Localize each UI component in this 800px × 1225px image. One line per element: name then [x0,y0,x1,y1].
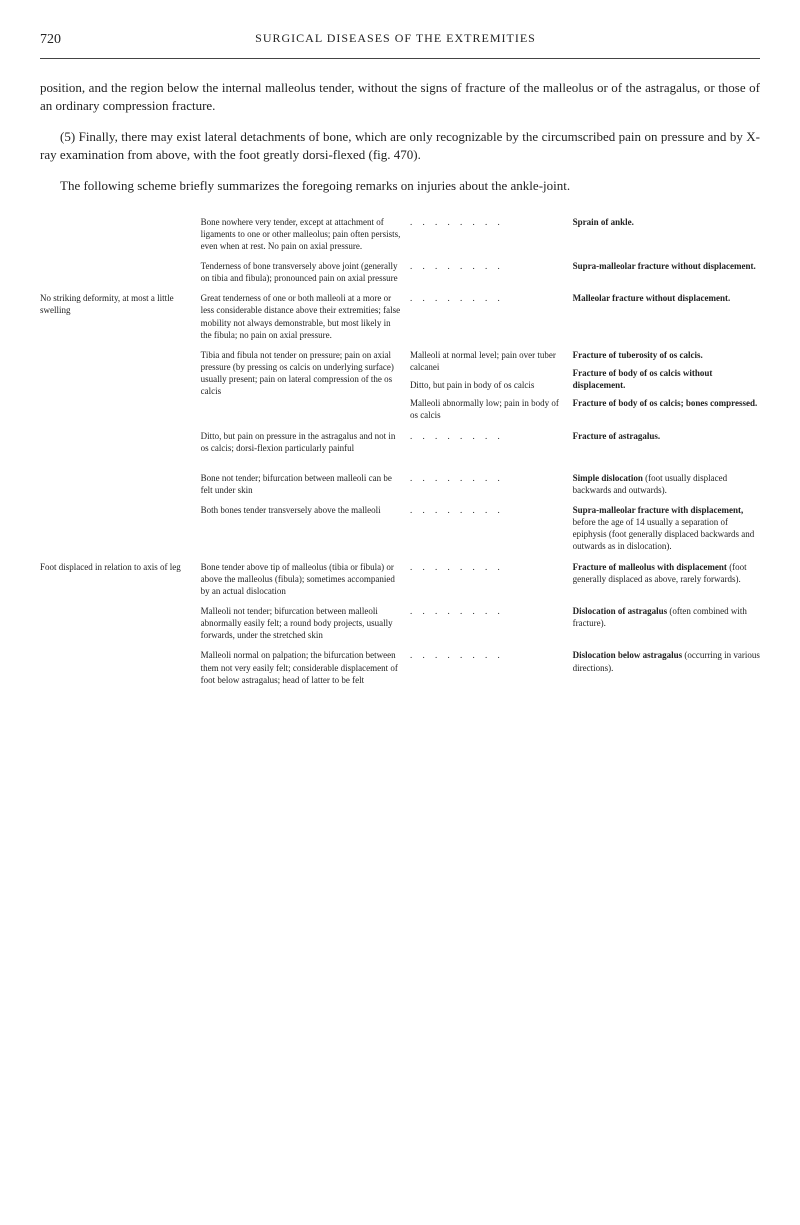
sub-item: Malleoli abnormally low; pain in body of… [410,397,563,421]
intro-p1: position, and the region below the inter… [40,79,760,115]
diagnosis-cell: Supra-malleolar fracture with displaceme… [567,504,760,553]
dots-cell: . . . . . . . . [406,561,567,573]
diagnosis-cell: Dislocation below astragalus (occurring … [567,649,760,673]
symptom-cell: Malleoli not tender; bifurcation between… [199,605,406,641]
symptom-cell: Ditto, but pain on pressure in the astra… [199,430,406,454]
symptom-cell: Great tenderness of one or both malleoli… [199,292,406,341]
table-row: No striking deformity, at most a little … [40,292,760,341]
page-header: 720 SURGICAL DISEASES OF THE EXTREMITIES [40,30,760,59]
sub-symptom-cell: Malleoli at normal level; pain over tube… [406,349,567,422]
table-row: Bone nowhere very tender, except at atta… [40,216,760,252]
intro-p3: The following scheme briefly summarizes … [40,177,760,195]
table-row: Tibia and fibula not tender on pressure;… [40,349,760,422]
symptom-cell: Tenderness of bone transversely above jo… [199,260,406,284]
intro-p2: (5) Finally, there may exist lateral det… [40,128,760,164]
page-number: 720 [40,30,61,50]
diagnosis-cell: Fracture of malleolus with displacement … [567,561,760,585]
symptom-cell: Bone nowhere very tender, except at atta… [199,216,406,252]
diagnosis-cell: Sprain of ankle. [567,216,760,228]
dots-cell: . . . . . . . . [406,216,567,228]
symptom-cell: Bone not tender; bifurcation between mal… [199,472,406,496]
diagnosis-cell: Fracture of tuberosity of os calcis. Fra… [567,349,760,410]
sub-diagnosis: Fracture of tuberosity of os calcis. [573,349,760,361]
sub-diagnosis: Fracture of body of os calcis; bones com… [573,397,760,409]
group-label-cell: Foot displaced in relation to axis of le… [40,561,199,573]
table-row: Bone not tender; bifurcation between mal… [40,472,760,496]
diagnosis-cell: Fracture of astragalus. [567,430,760,442]
dots-cell: . . . . . . . . [406,605,567,617]
sub-item: Ditto, but pain in body of os calcis [410,379,563,391]
dots-cell: . . . . . . . . [406,260,567,272]
scheme-table: Bone nowhere very tender, except at atta… [40,216,760,686]
sub-diagnosis: Fracture of body of os calcis without di… [573,367,760,391]
header-title: SURGICAL DISEASES OF THE EXTREMITIES [255,30,536,50]
diagnosis-cell: Malleolar fracture without displacement. [567,292,760,304]
diagnosis-cell: Supra-malleolar fracture without displac… [567,260,760,272]
dots-cell: . . . . . . . . [406,504,567,516]
sub-item: Malleoli at normal level; pain over tube… [410,349,563,373]
dots-cell: . . . . . . . . [406,430,567,442]
dots-cell: . . . . . . . . [406,292,567,304]
symptom-cell: Bone tender above tip of malleolus (tibi… [199,561,406,597]
symptom-cell: Malleoli normal on palpation; the bifurc… [199,649,406,685]
symptom-cell: Tibia and fibula not tender on pressure;… [199,349,406,398]
table-row: Both bones tender transversely above the… [40,504,760,553]
table-row: Ditto, but pain on pressure in the astra… [40,430,760,454]
symptom-cell: Both bones tender transversely above the… [199,504,406,516]
diagnosis-cell: Dislocation of astragalus (often combine… [567,605,760,629]
table-row: Malleoli not tender; bifurcation between… [40,605,760,641]
dots-cell: . . . . . . . . [406,649,567,661]
table-row: Malleoli normal on palpation; the bifurc… [40,649,760,685]
diagnosis-cell: Simple dislocation (foot usually displac… [567,472,760,496]
group-label-cell: No striking deformity, at most a little … [40,292,199,316]
table-row: Tenderness of bone transversely above jo… [40,260,760,284]
table-row: Foot displaced in relation to axis of le… [40,561,760,597]
dots-cell: . . . . . . . . [406,472,567,484]
